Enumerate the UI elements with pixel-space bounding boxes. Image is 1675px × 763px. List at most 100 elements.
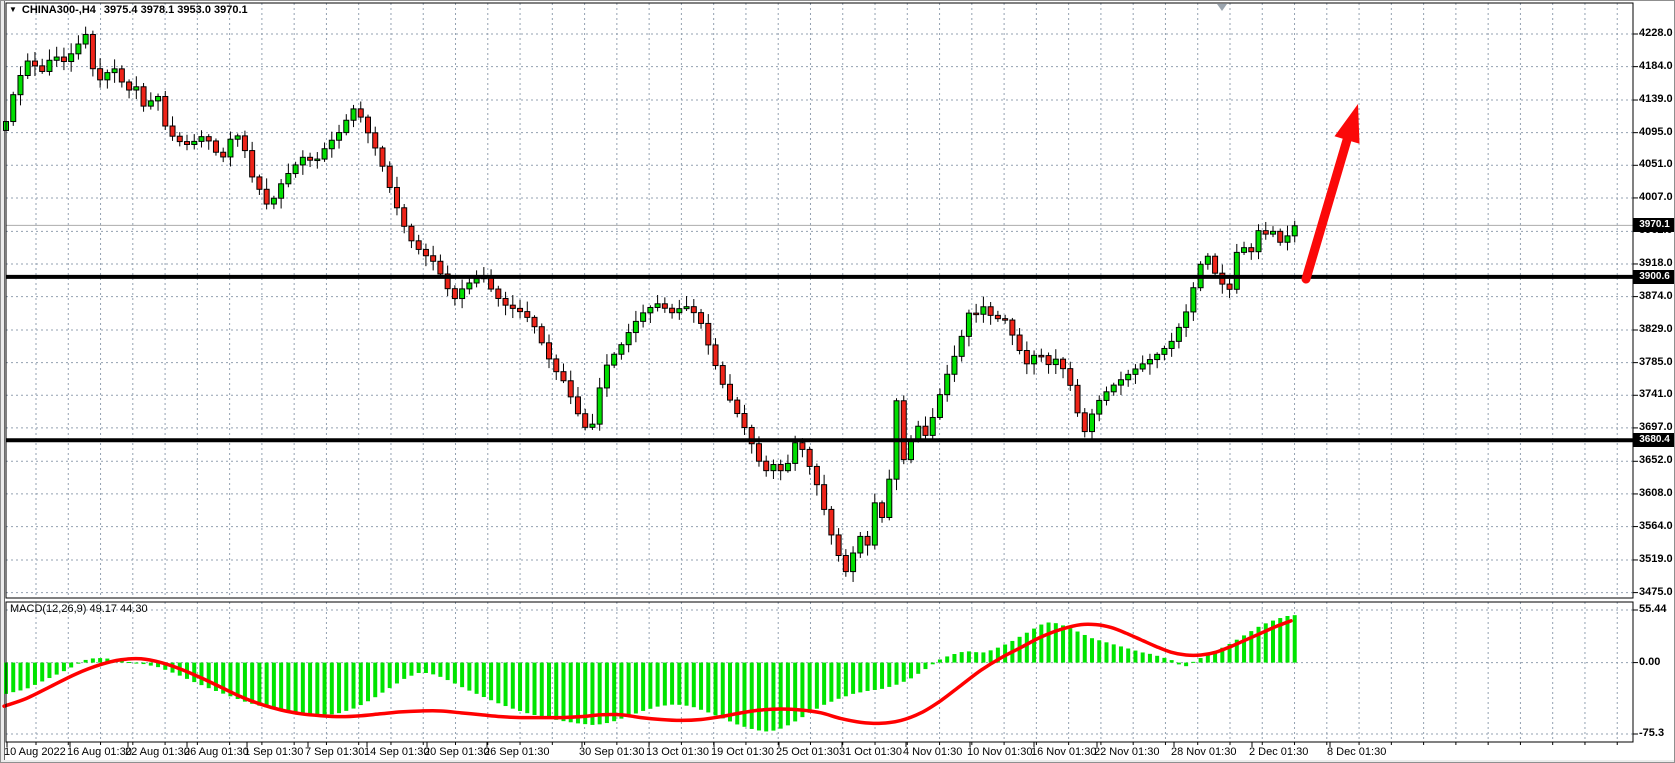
candle-bearish bbox=[734, 399, 741, 415]
candle-bullish bbox=[596, 387, 603, 425]
macd-bar bbox=[756, 662, 761, 731]
macd-bar bbox=[286, 662, 291, 712]
candle-bearish bbox=[451, 288, 458, 300]
candle-bearish bbox=[365, 116, 371, 134]
candle-bullish bbox=[285, 173, 292, 185]
date-axis-label: 22 Aug 01:30 bbox=[125, 746, 190, 758]
candle-bearish bbox=[1045, 355, 1052, 366]
macd-bar bbox=[1104, 642, 1109, 663]
macd-bar bbox=[1176, 662, 1181, 665]
candle-bearish bbox=[241, 135, 248, 152]
macd-bar bbox=[279, 662, 284, 711]
ohlc-values: 3975.4 3978.1 3953.0 3970.1 bbox=[103, 4, 248, 16]
candle-bearish bbox=[212, 140, 219, 153]
date-axis-label: 2 Dec 01:30 bbox=[1249, 746, 1309, 758]
macd-bar bbox=[438, 662, 443, 677]
candle-bearish bbox=[842, 555, 849, 573]
macd-bar bbox=[460, 662, 465, 688]
macd-bar bbox=[851, 662, 856, 694]
macd-bar bbox=[981, 652, 986, 663]
candle-bullish bbox=[1175, 326, 1182, 342]
candle-bearish bbox=[741, 413, 748, 428]
macd-bar bbox=[329, 662, 334, 715]
candlestick-series[interactable] bbox=[3, 26, 1298, 582]
macd-bar bbox=[995, 647, 1000, 663]
candle-bearish bbox=[256, 176, 263, 190]
symbol-dropdown-icon[interactable]: ▼ bbox=[9, 5, 17, 14]
candle-bearish bbox=[126, 81, 133, 91]
level-badge-3900: 3900.6 bbox=[1633, 269, 1674, 284]
candle-bullish bbox=[227, 138, 234, 158]
macd-bar bbox=[380, 662, 385, 693]
macd-bar bbox=[90, 658, 95, 663]
candle-bullish bbox=[603, 364, 610, 389]
candle-bearish bbox=[1074, 384, 1081, 414]
macd-axis-label: -75.3 bbox=[1638, 727, 1666, 739]
macd-bar bbox=[959, 652, 964, 663]
chart-shift-marker-icon[interactable] bbox=[1217, 4, 1227, 11]
macd-bar bbox=[597, 662, 602, 725]
price-axis-label: 3697.0 bbox=[1638, 420, 1674, 433]
macd-bar bbox=[836, 662, 841, 699]
candle-bearish bbox=[162, 95, 169, 127]
macd-bar bbox=[1227, 643, 1232, 663]
candle-bullish bbox=[1089, 413, 1095, 433]
candle-bearish bbox=[307, 156, 314, 161]
candle-bearish bbox=[408, 225, 415, 242]
candle-bearish bbox=[249, 150, 256, 178]
macd-bar bbox=[308, 662, 313, 715]
macd-bar bbox=[1198, 658, 1203, 663]
macd-bar bbox=[894, 662, 899, 685]
macd-bar bbox=[409, 662, 414, 676]
candle-bearish bbox=[987, 306, 994, 316]
candle-bearish bbox=[444, 273, 451, 290]
date-axis-label: 31 Oct 01:30 bbox=[839, 746, 902, 758]
macd-bar bbox=[1292, 615, 1297, 663]
macd-bar bbox=[670, 662, 675, 705]
macd-bar bbox=[61, 662, 66, 672]
macd-bar bbox=[554, 662, 559, 720]
macd-bar bbox=[358, 662, 363, 706]
candle-bullish bbox=[676, 308, 683, 314]
candle-bearish bbox=[502, 297, 509, 306]
candle-bullish bbox=[1270, 230, 1276, 235]
macd-bar bbox=[1285, 615, 1290, 663]
candle-bearish bbox=[777, 464, 784, 472]
candle-bearish bbox=[900, 400, 907, 461]
macd-bar bbox=[264, 662, 269, 708]
trend-arrow[interactable] bbox=[1301, 104, 1360, 284]
macd-bar bbox=[98, 658, 103, 663]
candle-bullish bbox=[1161, 347, 1168, 355]
chart-title[interactable]: ▼ CHINA300-,H4 3975.4 3978.1 3953.0 3970.1 bbox=[9, 4, 248, 16]
macd-bar bbox=[416, 662, 421, 673]
gridlines bbox=[6, 3, 1633, 742]
macd-bar bbox=[1147, 653, 1152, 663]
candle-bearish bbox=[372, 132, 379, 149]
candle-bullish bbox=[857, 535, 864, 554]
candle-bullish bbox=[929, 416, 936, 436]
candle-bullish bbox=[908, 440, 914, 461]
macd-bar bbox=[1053, 623, 1058, 663]
candle-bearish bbox=[401, 207, 408, 227]
candle-bullish bbox=[299, 156, 306, 166]
candle-bullish bbox=[770, 464, 777, 472]
macd-bar bbox=[163, 662, 168, 670]
candle-bullish bbox=[1255, 230, 1262, 253]
candle-bullish bbox=[886, 478, 893, 518]
candle-bearish bbox=[205, 136, 212, 142]
candle-bearish bbox=[386, 165, 393, 188]
macd-bar bbox=[1126, 648, 1131, 663]
macd-bar bbox=[1024, 632, 1029, 663]
candle-bearish bbox=[806, 448, 813, 467]
candle-bearish bbox=[415, 240, 422, 250]
macd-bar bbox=[930, 662, 935, 665]
candle-bearish bbox=[176, 135, 183, 143]
macd-bar bbox=[677, 662, 682, 705]
macd-bar bbox=[11, 662, 16, 693]
candle-bearish bbox=[1262, 230, 1269, 235]
candle-bullish bbox=[1291, 225, 1298, 237]
macd-bar bbox=[829, 662, 834, 702]
macd-bar bbox=[213, 662, 218, 691]
macd-bar bbox=[18, 662, 23, 691]
